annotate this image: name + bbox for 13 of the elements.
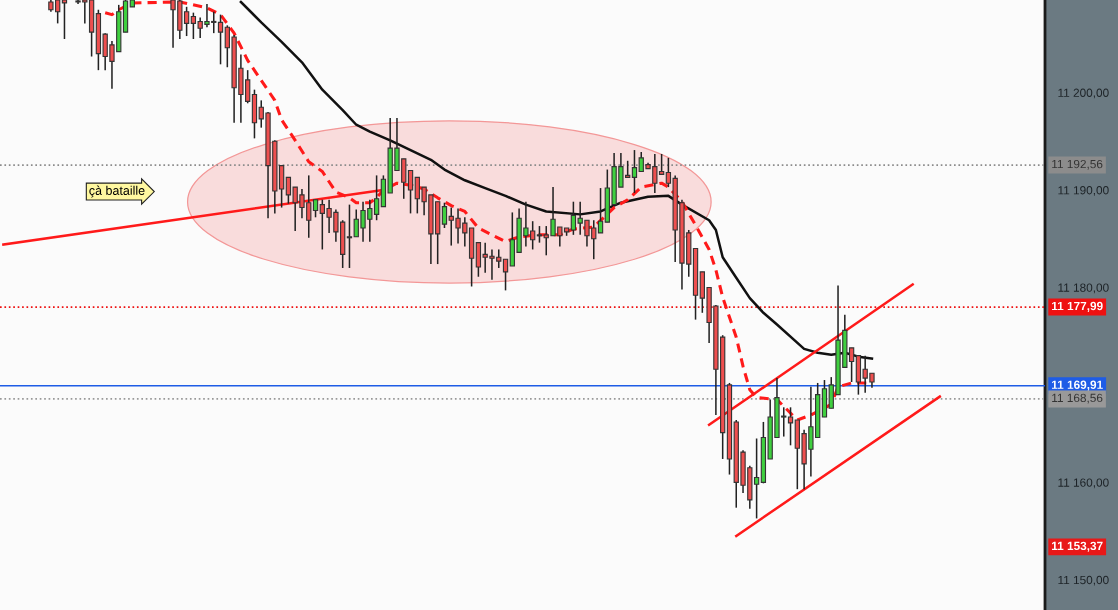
y-tick-label: 11 180,00 [1058, 283, 1109, 294]
y-tick-label: 11 150,00 [1058, 575, 1109, 586]
y-tick-label: 11 190,00 [1058, 186, 1109, 196]
ref-line-label: 11 192,56 [1052, 159, 1103, 170]
ref-line-label: 11 169,91 [1052, 380, 1103, 391]
annotation: çà bataille [89, 185, 145, 198]
ref-line-label: 11 168,56 [1052, 393, 1103, 404]
ref-line-label: 11 177,99 [1052, 301, 1103, 312]
y-tick-label: 11 160,00 [1058, 478, 1109, 489]
text: 11 153,37 [1052, 541, 1103, 552]
line-series [239, 0, 874, 360]
candlestick [61, 0, 68, 40]
y-tick-label: 11 200,00 [1058, 88, 1109, 99]
